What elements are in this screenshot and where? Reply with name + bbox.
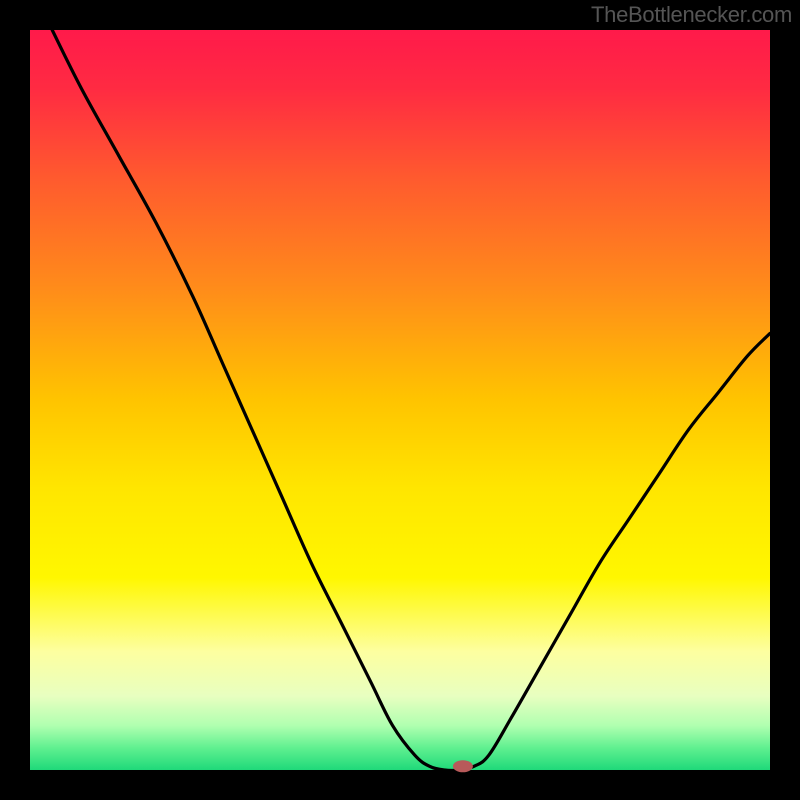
bottleneck-chart-svg [0,0,800,800]
optimum-marker [453,760,473,772]
chart-container: TheBottlenecker.com [0,0,800,800]
plot-background [30,30,770,770]
watermark-text: TheBottlenecker.com [591,2,792,28]
